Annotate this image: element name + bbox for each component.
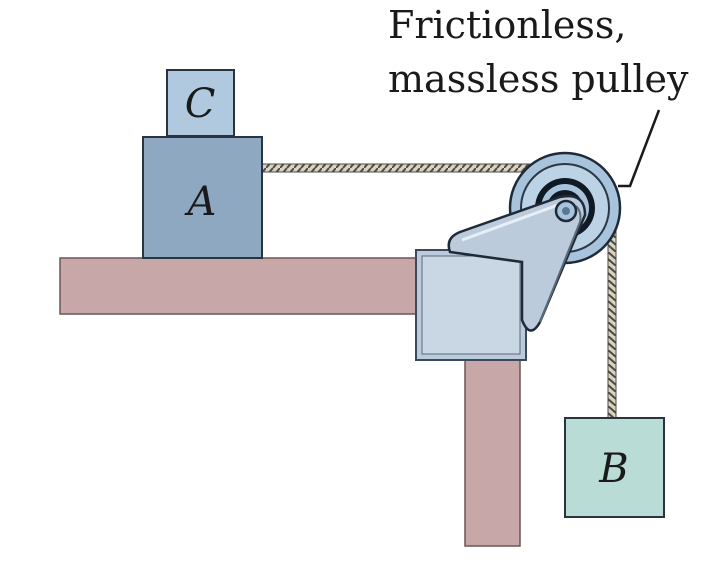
pulley-mount-plate-inner [421, 255, 521, 355]
rope-horizontal [261, 163, 563, 173]
block-c [166, 69, 235, 137]
block-b [564, 417, 665, 518]
block-a-label: A [184, 179, 217, 225]
pulley-axle-center [562, 207, 570, 215]
callout-leader-line [618, 109, 661, 188]
pulley-bracket-arm-highlight [461, 203, 559, 242]
pulley-bracket-arm-shade [539, 205, 582, 323]
pulley-bracket-arm [447, 194, 587, 332]
block-c-label: C [185, 81, 216, 127]
callout-line-1: Frictionless, [388, 3, 626, 47]
block-a [142, 136, 263, 259]
block-b-label: B [598, 446, 628, 492]
callout-line-2: massless pulley [388, 57, 689, 101]
